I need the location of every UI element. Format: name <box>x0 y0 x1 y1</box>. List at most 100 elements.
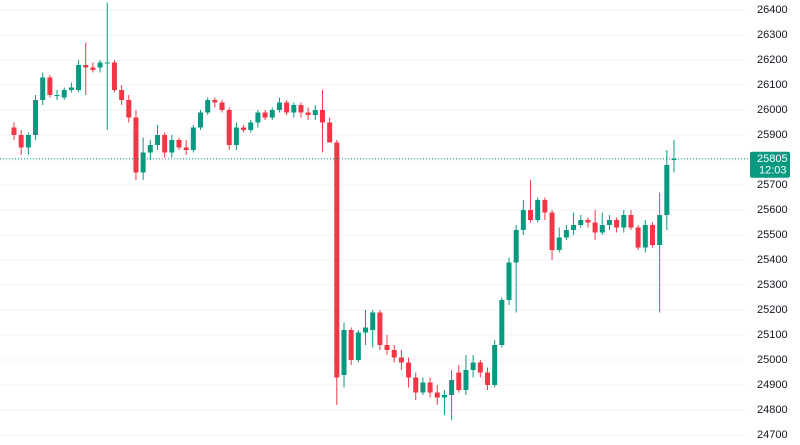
y-tick-label: 25200 <box>757 304 788 316</box>
candle-body <box>355 332 361 360</box>
candle-body <box>628 215 634 228</box>
candle-body <box>183 147 189 150</box>
candle-body <box>291 105 297 113</box>
y-axis: 24700 24800 24900 25000 25100 25200 25300 25400… <box>750 4 790 441</box>
grid <box>0 9 745 436</box>
candle-body <box>111 62 117 90</box>
y-tick-label: 26200 <box>757 54 788 66</box>
y-tick-label: 25400 <box>757 254 788 266</box>
candle-body <box>520 210 526 230</box>
y-tick-label: 24900 <box>757 379 788 391</box>
candle-body <box>671 158 677 160</box>
candle-body <box>384 345 390 350</box>
candle-body <box>255 112 261 123</box>
candle-body <box>413 377 419 393</box>
candle-body <box>262 112 268 118</box>
candle-body <box>427 382 433 393</box>
candle-body <box>327 122 333 143</box>
candle-body <box>54 95 60 96</box>
candle-body <box>370 312 376 330</box>
candle-body <box>140 152 146 173</box>
candle-body <box>664 165 670 215</box>
candle-body <box>606 220 612 225</box>
candle-body <box>76 65 82 90</box>
candle-body <box>441 395 447 398</box>
y-tick-label: 26400 <box>757 4 788 16</box>
last-price-label: 25805 <box>757 153 788 165</box>
y-tick-label: 26300 <box>757 29 788 41</box>
candle-body <box>25 135 31 148</box>
candle-body <box>499 300 505 345</box>
candle-body <box>513 230 519 263</box>
candle-body <box>90 67 96 70</box>
candle-body <box>83 65 89 68</box>
candle-body <box>563 230 569 238</box>
candle-body <box>463 370 469 390</box>
y-tick-label: 25600 <box>757 204 788 216</box>
candle-body <box>219 102 225 110</box>
candle-body <box>477 362 483 373</box>
candle-body <box>312 110 318 115</box>
candle-body <box>154 135 160 145</box>
candle-body <box>169 140 175 153</box>
y-tick-label: 25300 <box>757 279 788 291</box>
candle-body <box>420 382 426 393</box>
candle-body <box>97 62 103 68</box>
candle-body <box>470 362 476 370</box>
candle-body <box>319 110 325 123</box>
candle-body <box>549 212 555 250</box>
candle-body <box>599 225 605 233</box>
candle-body <box>635 227 641 248</box>
last-price-tag <box>750 151 790 178</box>
candle-body <box>377 312 383 345</box>
candle-body <box>233 127 239 145</box>
candle-body <box>649 225 655 245</box>
candle-body <box>190 127 196 150</box>
y-tick-label: 26100 <box>757 79 788 91</box>
y-tick-label: 25700 <box>757 179 788 191</box>
candle-body <box>276 102 282 110</box>
candle-body <box>269 110 275 118</box>
candle-body <box>226 110 232 145</box>
candle-body <box>11 127 17 135</box>
candle-body <box>241 127 247 130</box>
candle-body <box>40 77 46 100</box>
plot <box>0 2 750 420</box>
candle-body <box>348 330 354 360</box>
y-tick-label: 25000 <box>757 354 788 366</box>
candle-body <box>205 100 211 113</box>
y-tick-label: 24800 <box>757 404 788 416</box>
candle-body <box>657 215 663 245</box>
y-tick-label: 25500 <box>757 229 788 241</box>
candle-body <box>126 100 132 118</box>
candle-body <box>162 135 168 153</box>
candle-body <box>434 392 440 398</box>
candle-body <box>492 345 498 385</box>
candle-body <box>542 200 548 213</box>
candle-body <box>334 142 340 378</box>
candle-body <box>449 380 455 395</box>
candle-body <box>212 100 218 103</box>
y-tick-label: 26000 <box>757 104 788 116</box>
candle-body <box>585 220 591 223</box>
candle-body <box>133 117 139 173</box>
candle-body <box>621 215 627 228</box>
candle-body <box>198 112 204 128</box>
candle-body <box>298 105 304 113</box>
candle-body <box>68 87 74 90</box>
candle-body <box>614 220 620 228</box>
candle-body <box>248 122 254 130</box>
y-tick-label: 24700 <box>757 429 788 441</box>
candle-body <box>305 112 311 115</box>
candle-body <box>147 145 153 153</box>
candle-body <box>18 135 24 148</box>
candle-body <box>592 222 598 233</box>
candle-body <box>104 62 110 64</box>
candle-body <box>119 90 125 100</box>
candle-body <box>556 237 562 250</box>
candle-body <box>571 225 577 230</box>
candle-body <box>363 327 369 333</box>
candle-body <box>578 220 584 225</box>
candle-body <box>506 262 512 300</box>
